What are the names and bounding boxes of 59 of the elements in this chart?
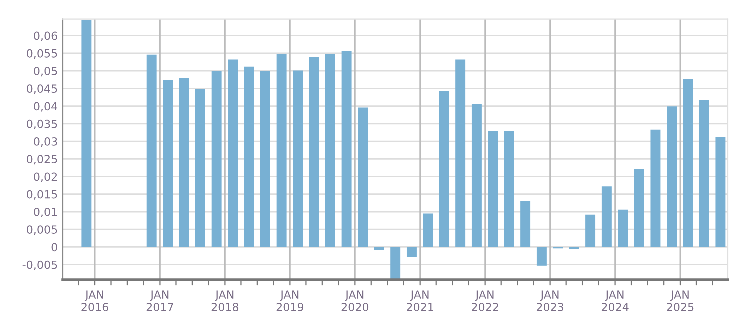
y-tick-label: 0,015 (27, 190, 58, 200)
bar (634, 169, 644, 248)
bar (244, 66, 254, 248)
y-tick-label: 0,035 (27, 120, 58, 130)
x-tick-label: JAN 2022 (472, 290, 498, 312)
bar (195, 89, 206, 248)
bar (618, 210, 628, 248)
bar (358, 108, 368, 248)
x-tick-label: JAN 2024 (602, 290, 629, 312)
bar (439, 91, 450, 248)
bar (293, 70, 304, 248)
bar (406, 247, 417, 258)
x-tick-label: JAN 2021 (407, 290, 434, 312)
bar (212, 71, 222, 248)
bar (309, 56, 320, 248)
y-tick-label: 0,025 (27, 155, 58, 165)
x-tick-label: JAN 2020 (342, 290, 369, 312)
bar (520, 201, 531, 248)
bar (716, 136, 726, 248)
bar (374, 247, 384, 250)
bar (456, 60, 466, 248)
y-tick-label: 0,01 (34, 208, 58, 218)
bar (472, 104, 482, 248)
bar (390, 247, 401, 280)
bar (342, 50, 352, 248)
bar (683, 80, 694, 248)
bar (586, 214, 596, 248)
y-tick-label: 0,05 (34, 67, 58, 77)
bar (82, 20, 92, 248)
bar (667, 106, 678, 248)
y-tick-label: 0,045 (27, 84, 58, 94)
bar (228, 60, 238, 248)
y-tick-label: 0,04 (34, 102, 58, 112)
x-tick-label: JAN 2025 (667, 290, 694, 312)
bar (504, 130, 514, 248)
bar (488, 130, 498, 248)
x-tick-label: JAN 2018 (212, 290, 239, 312)
x-tick-label: JAN 2023 (536, 290, 564, 312)
x-tick-label: JAN 2016 (82, 290, 108, 312)
bar (699, 100, 710, 248)
bar (602, 186, 612, 248)
bar (179, 78, 190, 248)
bar (650, 130, 661, 248)
y-tick-label: 0,02 (34, 172, 58, 182)
y-tick-label: 0 (52, 243, 58, 252)
x-tick-label: JAN 2019 (276, 290, 304, 312)
y-tick-label: 0,055 (27, 49, 58, 59)
y-tick-label: 0,03 (34, 138, 58, 148)
x-tick-label: JAN 2017 (146, 290, 174, 312)
bar (276, 54, 287, 248)
bar (146, 54, 157, 248)
y-tick-label: 0,005 (27, 226, 58, 236)
bar (163, 80, 174, 248)
y-tick-label: -0,005 (22, 260, 58, 270)
bar (423, 214, 434, 248)
y-tick-label: 0,06 (34, 32, 58, 42)
bar (536, 247, 547, 266)
bar (260, 71, 270, 248)
bar (325, 54, 336, 248)
